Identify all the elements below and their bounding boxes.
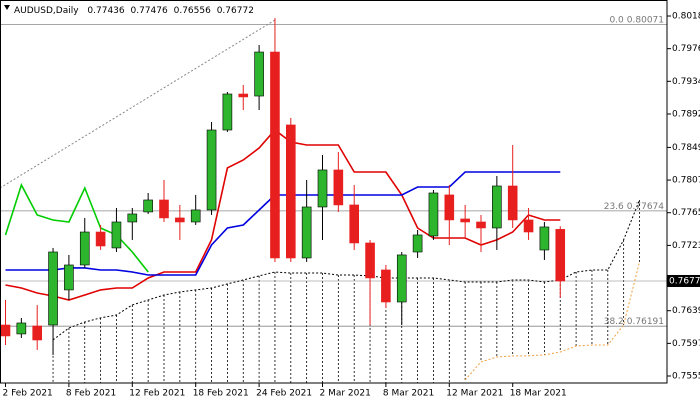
y-tick-label: 0.79340 (672, 77, 700, 87)
candle-body (539, 226, 550, 251)
candle-body (412, 234, 423, 253)
y-tick-label: 0.75550 (672, 372, 700, 382)
y-tick-label: 0.77650 (672, 208, 700, 218)
candle-body (285, 124, 296, 259)
indicator-line (4, 182, 149, 273)
candle-body (48, 251, 58, 326)
candle-body (333, 169, 344, 206)
candle-body (317, 169, 328, 208)
fib-label: 23.6 0.77674 (604, 201, 665, 211)
candle-body (206, 129, 217, 211)
candle-body (0, 324, 11, 337)
candle-body (32, 325, 43, 341)
candle-body (301, 206, 312, 259)
candle-body (95, 231, 106, 247)
candle-body (222, 93, 233, 131)
header-open: 0.77436 (87, 6, 124, 16)
candle-body (428, 192, 439, 237)
candle-body (79, 231, 90, 266)
candle-body (507, 185, 518, 221)
header: AUDUSD,Daily 0.77436 0.77476 0.76556 0.7… (14, 6, 254, 16)
x-tick-label: 18 Mar 2021 (510, 389, 567, 399)
y-tick-label: 0.77230 (672, 241, 700, 251)
symbol-title: AUDUSD,Daily (14, 6, 79, 16)
y-tick-label: 0.78490 (672, 143, 700, 153)
candle-body (444, 194, 455, 221)
header-high: 0.77476 (131, 6, 168, 16)
candle-body (238, 93, 249, 98)
candle-body (460, 218, 470, 223)
candle-body (523, 219, 534, 233)
y-tick-label: 0.79760 (672, 44, 700, 54)
candle-body (111, 221, 122, 249)
candle-body (381, 269, 391, 303)
candle-body (270, 51, 280, 259)
price-label: 0.76772 (669, 276, 700, 286)
x-tick-label: 2 Mar 2021 (320, 389, 371, 399)
x-tick-label: 2 Feb 2021 (3, 389, 53, 399)
y-tick-label: 0.80180 (672, 12, 700, 22)
x-tick-label: 18 Feb 2021 (193, 389, 249, 399)
fib-value: 0.77674 (627, 201, 664, 211)
fib-trendline (0, 19, 276, 189)
candle-body (16, 322, 27, 335)
candle-body (159, 199, 169, 219)
indicator-line (5, 171, 561, 276)
candle-body (127, 213, 138, 223)
candle-body (555, 229, 566, 282)
y-tick-label: 0.78070 (672, 176, 700, 186)
x-tick-label: 8 Feb 2021 (66, 389, 116, 399)
candle-body (175, 217, 185, 223)
fib-level: 23.6 (604, 201, 624, 211)
y-tick-label: 0.75970 (672, 339, 700, 349)
candle-body (365, 242, 375, 279)
fib-value: 0.80071 (627, 15, 664, 25)
fib-label: 0.0 0.80071 (609, 15, 664, 25)
fib-value: 0.76191 (627, 317, 664, 327)
candle-body (64, 264, 74, 291)
candle-body (349, 204, 360, 244)
x-tick-label: 12 Mar 2021 (446, 389, 503, 399)
y-tick-label: 0.78920 (672, 109, 700, 119)
fib-label: 38.2 0.76191 (604, 317, 664, 327)
plot-frame (0, 0, 668, 384)
x-tick-label: 12 Feb 2021 (129, 389, 185, 399)
plot-area: 0.0 0.80071 23.6 0.77674 38.2 0.76191 (0, 15, 667, 383)
candle-body (190, 209, 201, 223)
indicator-line (5, 128, 561, 301)
x-tick-label: 24 Feb 2021 (256, 389, 312, 399)
x-tick-label: 8 Mar 2021 (383, 389, 434, 399)
price-label-box (667, 274, 700, 287)
header-low: 0.76556 (174, 6, 211, 16)
y-tick-label: 0.76390 (672, 306, 700, 316)
fib-level: 38.2 (604, 317, 624, 327)
candle-body (396, 254, 407, 303)
candle-body (492, 185, 502, 229)
fib-level: 0.0 (609, 15, 624, 25)
header-icon (4, 5, 10, 10)
indicator-line (464, 261, 640, 381)
candle-body (476, 221, 486, 229)
candle-body (143, 199, 153, 213)
header-close: 0.76772 (217, 6, 254, 16)
candle-body (254, 51, 264, 97)
